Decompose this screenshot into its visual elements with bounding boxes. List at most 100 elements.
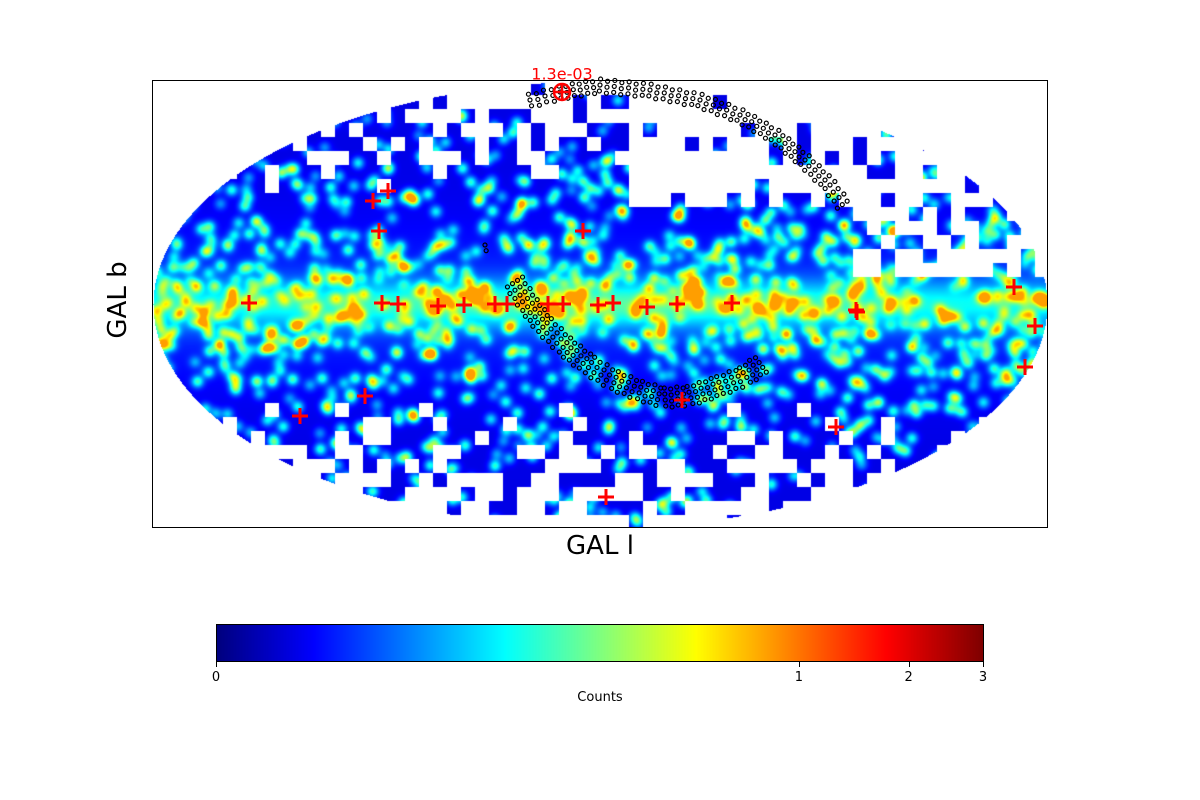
scan-path-marker xyxy=(578,343,584,349)
scan-path-marker xyxy=(772,142,778,148)
scan-path-marker xyxy=(788,153,794,159)
scan-path-marker xyxy=(667,99,673,105)
source-plus-marker xyxy=(590,297,606,313)
scan-path-marker xyxy=(653,402,659,408)
colorbar-tick-label: 0 xyxy=(211,670,221,685)
scan-path-marker xyxy=(745,111,751,118)
source-plus-marker xyxy=(605,295,621,311)
scan-path-marker xyxy=(572,340,578,346)
scan-path-marker xyxy=(548,87,554,93)
scan-path-marker xyxy=(723,378,729,384)
scan-path-marker xyxy=(765,130,772,136)
scan-path-marker xyxy=(661,90,667,96)
scan-path-marker xyxy=(619,80,625,86)
scan-path-marker xyxy=(750,362,756,368)
scan-path-marker xyxy=(571,92,577,99)
scan-path-marker xyxy=(594,364,600,371)
scan-path-marker xyxy=(740,384,746,390)
scan-path-marker xyxy=(597,359,603,365)
scan-path-marker xyxy=(692,388,699,395)
scan-path-marker xyxy=(597,76,604,82)
scan-path-marker xyxy=(640,80,647,86)
scan-path-marker xyxy=(691,383,697,389)
scan-path-marker xyxy=(728,116,734,123)
scan-path-marker xyxy=(554,340,560,346)
scan-path-marker xyxy=(780,133,786,139)
scan-path-marker xyxy=(686,389,692,395)
scan-path-marker xyxy=(621,390,627,396)
scan-path-marker xyxy=(544,330,550,336)
scan-path-marker xyxy=(699,91,705,97)
source-plus-marker xyxy=(499,296,515,312)
scan-path-marker xyxy=(483,248,489,254)
scan-path-marker xyxy=(633,81,639,87)
scan-path-marker xyxy=(682,96,689,102)
scan-path-marker xyxy=(706,390,713,396)
scan-path-marker xyxy=(537,310,543,316)
colorbar-tick xyxy=(798,662,800,667)
scan-path-marker xyxy=(578,93,584,99)
scan-path-marker xyxy=(762,135,769,141)
scan-path-marker xyxy=(674,98,680,105)
scan-path-marker xyxy=(696,379,702,386)
scan-path-marker xyxy=(519,299,526,305)
scan-path-marker xyxy=(636,390,642,396)
scan-path-marker xyxy=(732,105,738,111)
scan-path-marker xyxy=(596,88,603,94)
scan-path-marker xyxy=(564,340,570,346)
scan-path-marker xyxy=(691,90,697,96)
scan-path-marker xyxy=(792,149,798,155)
source-plus-marker xyxy=(848,302,864,318)
scan-path-marker xyxy=(662,84,669,90)
scan-path-marker xyxy=(585,364,592,371)
scan-path-marker xyxy=(618,92,624,98)
scan-path-marker xyxy=(610,367,616,373)
scan-path-marker xyxy=(720,390,726,396)
scan-path-marker xyxy=(705,95,711,101)
scan-path-marker xyxy=(504,284,511,290)
annotation-label: 1.3e-03 xyxy=(531,64,593,84)
source-plus-marker xyxy=(639,299,655,315)
annotation-circled-plus-icon xyxy=(552,82,572,102)
scan-path-marker xyxy=(534,297,540,303)
scan-path-marker xyxy=(740,107,746,113)
source-plus-marker xyxy=(456,297,472,313)
scan-path-marker xyxy=(640,399,647,405)
scan-path-marker xyxy=(812,167,818,173)
source-plus-marker xyxy=(575,223,591,239)
scan-path-marker xyxy=(570,87,576,93)
scan-path-marker xyxy=(603,377,610,383)
scan-path-marker xyxy=(724,107,730,113)
scan-path-marker xyxy=(519,274,526,280)
scan-path-marker xyxy=(530,323,536,329)
scan-path-marker xyxy=(746,357,753,363)
scan-path-marker xyxy=(792,158,798,165)
scan-path-marker xyxy=(721,113,728,119)
scan-path-marker xyxy=(543,99,550,105)
source-plus-marker xyxy=(365,193,381,209)
scan-path-marker xyxy=(640,86,646,92)
scan-path-marker xyxy=(621,372,627,379)
scan-path-marker xyxy=(509,281,516,287)
scan-path-marker xyxy=(708,396,714,402)
colorbar-tick-label: 3 xyxy=(978,670,988,685)
scan-path-marker xyxy=(527,310,533,316)
source-plus-marker xyxy=(555,296,571,312)
scan-path-marker xyxy=(611,83,617,90)
scan-path-marker xyxy=(522,289,528,295)
scan-path-marker xyxy=(535,320,541,326)
scan-path-marker xyxy=(542,93,548,99)
scan-path-marker xyxy=(558,336,564,342)
scan-path-marker xyxy=(812,177,818,183)
scan-path-marker xyxy=(574,348,580,354)
scan-path-marker xyxy=(595,377,601,383)
scan-path-marker xyxy=(583,78,589,85)
source-plus-marker xyxy=(724,295,740,311)
scan-path-marker xyxy=(796,144,802,150)
scan-path-marker xyxy=(750,372,756,378)
colorbar-tick xyxy=(908,662,910,667)
scan-path-marker xyxy=(606,372,613,378)
scan-path-marker xyxy=(720,372,727,379)
scan-path-marker xyxy=(751,128,757,135)
